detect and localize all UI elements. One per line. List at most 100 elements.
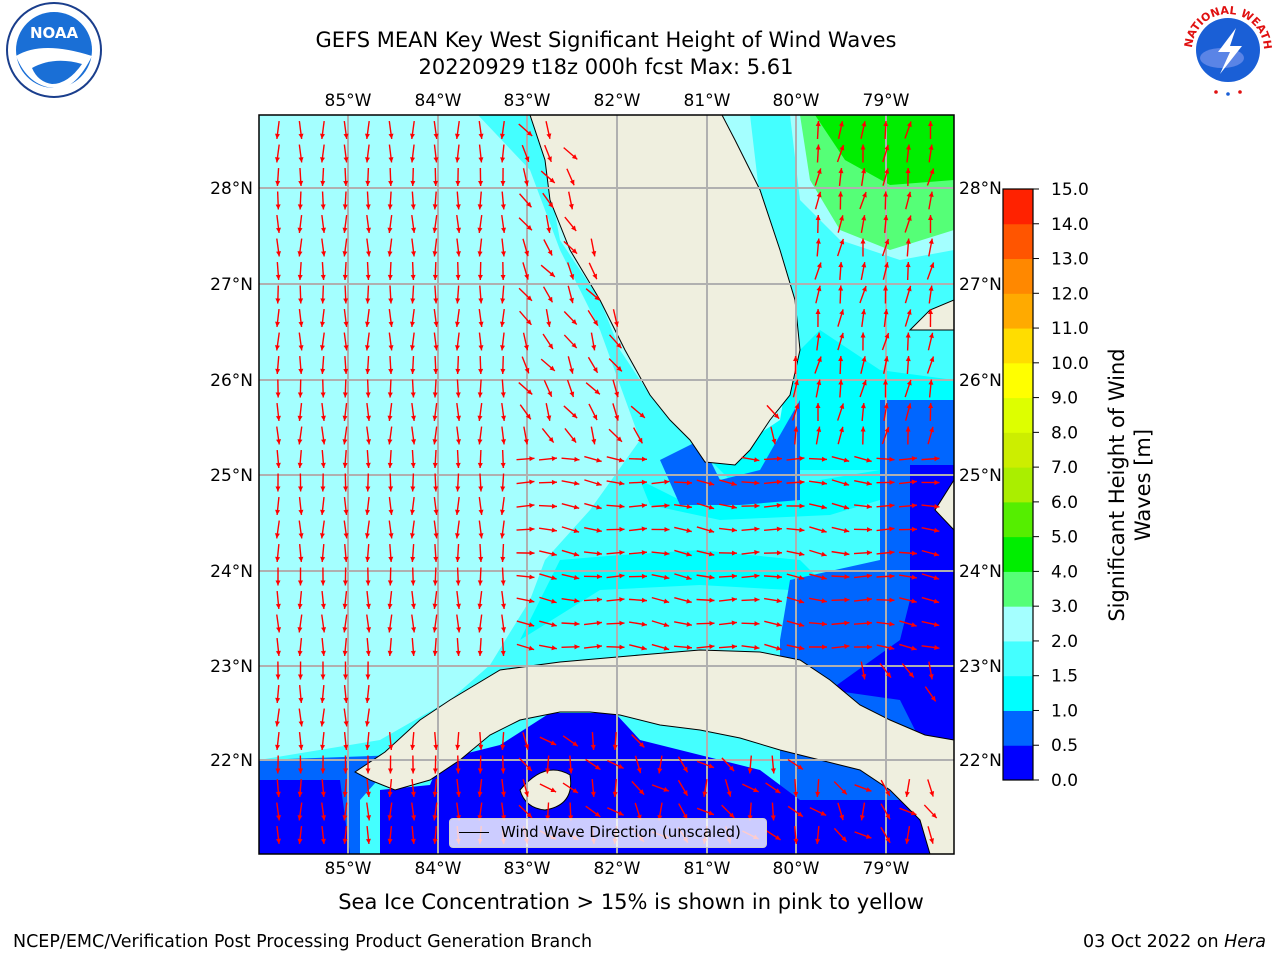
wind-arrow <box>432 637 438 657</box>
wind-arrow <box>320 731 326 751</box>
wind-arrow <box>297 825 303 845</box>
lat-label-left: 26°N <box>210 371 253 391</box>
wind-arrow <box>836 238 845 257</box>
wind-arrow <box>763 574 783 580</box>
wind-arrow <box>365 191 371 210</box>
wind-arrow <box>904 215 912 233</box>
colorbar-title-text: Significant Height of Wind Waves [m] <box>1104 325 1156 645</box>
credit-text: NCEP/EMC/Verification Post Processing Pr… <box>13 932 593 952</box>
wind-arrow <box>742 783 759 793</box>
band-1-to-1-5 <box>520 550 820 640</box>
wind-arrow <box>544 144 552 163</box>
colorbar-title-line1: Significant Height of Wind <box>1105 348 1129 622</box>
wind-arrow <box>499 120 505 140</box>
wind-arrow <box>583 597 603 603</box>
wind-arrow <box>343 120 349 140</box>
wind-arrow <box>342 214 348 234</box>
wind-arrow <box>590 426 597 445</box>
wind-arrow <box>298 708 304 727</box>
wind-arrow <box>585 288 601 301</box>
wind-arrow <box>500 144 506 163</box>
wind-arrow <box>853 573 873 579</box>
wind-arrow <box>366 614 372 633</box>
wind-arrow <box>410 496 415 516</box>
wind-arrow <box>298 167 304 187</box>
wind-arrow <box>365 496 371 516</box>
wind-arrow <box>770 802 776 821</box>
wind-arrow <box>770 755 776 774</box>
wind-arrow <box>388 332 394 351</box>
wind-arrow <box>583 644 603 650</box>
wind-arrow <box>516 643 535 651</box>
wind-arrow <box>477 567 483 586</box>
wind-arrow <box>298 355 304 375</box>
wind-arrow <box>542 192 554 209</box>
wind-arrow <box>478 543 484 563</box>
wind-arrow <box>876 621 895 627</box>
wind-arrow <box>696 526 715 534</box>
wind-arrow <box>860 356 867 374</box>
wind-arrow <box>500 285 506 304</box>
wind-arrow <box>366 802 372 821</box>
wind-arrow <box>921 527 940 533</box>
wind-arrow <box>297 661 303 680</box>
wind-arrow <box>455 355 461 375</box>
wind-arrow <box>342 637 348 657</box>
wind-arrow <box>456 402 462 422</box>
wind-arrow <box>793 778 799 798</box>
colorbar-segment <box>1003 467 1033 503</box>
wind-arrow <box>499 308 505 328</box>
wind-arrow <box>540 170 556 184</box>
wind-arrow <box>539 736 557 746</box>
wind-arrow <box>566 168 575 186</box>
wind-arrow <box>860 262 867 280</box>
wind-arrow <box>882 144 890 163</box>
wind-arrow <box>410 731 416 751</box>
wind-arrow <box>365 567 371 586</box>
wind-arrow <box>651 503 670 509</box>
wind-arrow <box>854 479 872 486</box>
wind-arrow <box>365 449 371 469</box>
wind-arrow <box>545 215 552 233</box>
wind-arrow <box>674 573 692 581</box>
wind-arrow <box>478 285 484 304</box>
wind-arrow <box>898 526 918 532</box>
wind-arrow <box>853 620 873 626</box>
wind-arrow <box>860 144 866 163</box>
lon-label-top: 82°W <box>594 91 641 111</box>
wind-arrow <box>741 526 760 532</box>
wind-arrow <box>928 661 934 680</box>
wind-arrow <box>584 479 602 487</box>
wind-arrow <box>612 309 619 327</box>
wind-arrow <box>516 526 535 532</box>
wind-arrow <box>275 167 281 187</box>
wind-arrow <box>854 784 872 792</box>
wind-arrow <box>814 356 822 374</box>
wind-arrow <box>791 403 800 421</box>
wind-arrow <box>433 285 439 304</box>
wind-arrow <box>518 382 533 395</box>
wind-arrow <box>793 825 799 845</box>
wind-arrow <box>365 684 371 704</box>
wind-arrow <box>831 502 850 510</box>
wind-arrow <box>297 379 303 398</box>
wind-arrow <box>539 620 557 627</box>
wind-arrow <box>455 473 461 492</box>
wind-arrow <box>563 334 578 349</box>
wind-arrow <box>388 543 394 563</box>
wind-arrow <box>320 285 326 304</box>
wind-arrow <box>696 760 715 769</box>
wind-arrow <box>763 479 783 485</box>
wind-arrow <box>519 310 532 326</box>
wind-arrow <box>674 549 692 557</box>
wind-arrow <box>764 597 782 604</box>
wind-arrow <box>342 426 348 445</box>
wind-arrow <box>763 503 783 508</box>
wind-arrow <box>433 473 439 492</box>
wind-arrow <box>539 783 557 793</box>
wind-arrow <box>478 731 484 751</box>
wind-arrow <box>854 831 872 839</box>
wind-arrow <box>478 520 484 539</box>
map-frame <box>258 114 955 855</box>
wind-arrow <box>455 496 460 516</box>
